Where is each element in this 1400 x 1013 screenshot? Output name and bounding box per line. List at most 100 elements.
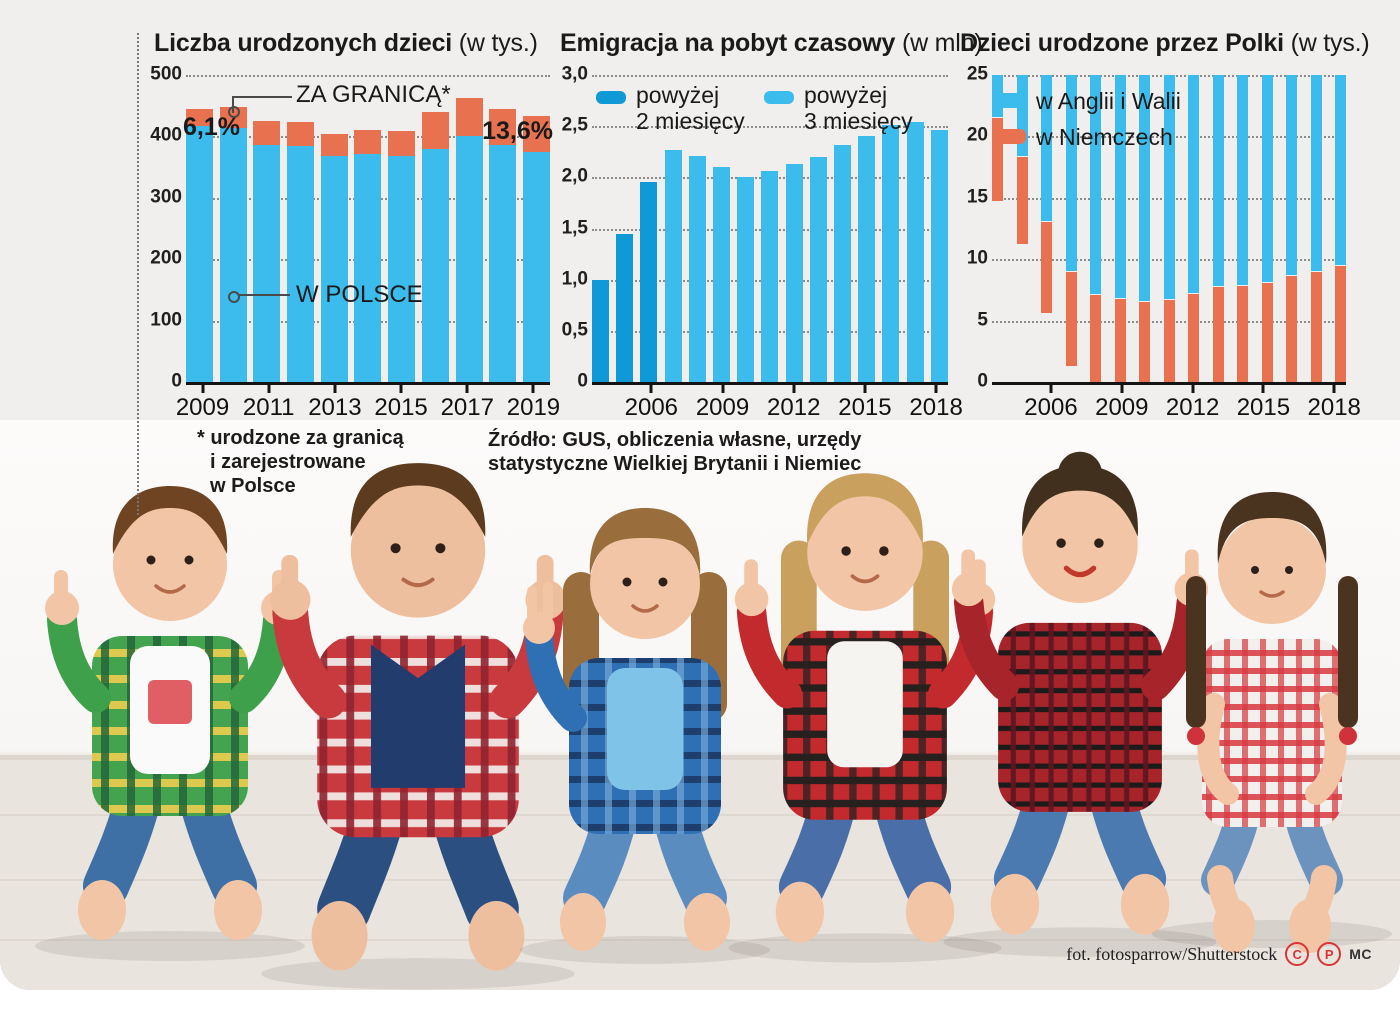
y-tick-label: 25 <box>966 63 988 85</box>
y-tick-label: 400 <box>150 124 182 146</box>
bar-england-2008 <box>1090 75 1101 295</box>
x-tick-label-2009: 2009 <box>695 394 750 421</box>
bar-2015 <box>1261 75 1273 382</box>
series-label-poland: W POLSCE <box>296 281 423 308</box>
segment-abroad-2019 <box>522 115 550 152</box>
x-tick-2013 <box>333 385 337 393</box>
bar-2019 <box>522 115 550 382</box>
leader-line-abroad <box>232 96 292 113</box>
bar-2007 <box>1065 75 1077 382</box>
footnote-line: w Polsce <box>210 475 296 497</box>
bar-2015 <box>858 136 876 382</box>
bar-2009 <box>186 109 213 382</box>
children-photo-illustration <box>0 451 1400 990</box>
bar-2010 <box>219 106 247 382</box>
bar-2011 <box>761 171 779 382</box>
y-tick-label: 1,0 <box>561 268 588 290</box>
source-note: Źródło: GUS, obliczenia własne, urzędy s… <box>488 428 861 476</box>
bar-england-2015 <box>1261 75 1273 283</box>
bar-england-2016 <box>1286 75 1297 276</box>
bar-2008 <box>688 155 706 382</box>
bars-container <box>592 75 948 382</box>
series-label-abroad: ZA GRANICĄ* <box>296 81 451 108</box>
x-tick-label-2009: 2009 <box>1095 394 1149 421</box>
chart-births-xaxis: 2009 2011 2013 2015 2017 2019 <box>176 385 560 425</box>
bar-germany-2014 <box>1237 285 1248 382</box>
bar-germany-2018 <box>1335 265 1346 382</box>
bar-2012 <box>287 122 315 382</box>
bar-2009 <box>713 167 731 382</box>
bar-germany-2012 <box>1188 294 1199 382</box>
child-figure-boy-green-plaid <box>35 486 305 961</box>
y-tick-label: 3,0 <box>561 63 588 85</box>
segment-abroad-2009 <box>186 109 213 126</box>
y-tick-label: 15 <box>966 186 988 208</box>
chart-births-total: Liczba urodzonych dzieci (w tys.) 6,1% 1… <box>150 26 560 425</box>
segment-poland-2016 <box>421 149 449 382</box>
bar-england-2006 <box>1041 75 1052 222</box>
bar-2015 <box>388 130 416 382</box>
bar-england-2017 <box>1310 75 1322 271</box>
bar-2017 <box>455 97 483 382</box>
leader-marker-poland <box>228 291 240 303</box>
children-photo: fot. fotosparrow/Shutterstock C P MC <box>0 420 1400 990</box>
bar-2013 <box>320 133 348 382</box>
segment-poland-2010 <box>219 128 247 382</box>
footnote-line: i zarejestrowane <box>210 451 366 473</box>
x-tick-label-2009: 2009 <box>175 394 230 421</box>
y-tick-label: 100 <box>150 309 182 331</box>
legend-item-over-2-months: powyżej 2 miesięcy <box>596 82 745 135</box>
y-tick-label: 0 <box>977 370 988 392</box>
bar-england-2010 <box>1139 75 1150 302</box>
legend-swatch-orange-icon <box>992 129 1026 144</box>
bar-2017 <box>906 122 924 382</box>
segment-poland-2018 <box>489 145 517 382</box>
segment-abroad-2014 <box>354 129 382 154</box>
legend-label: w Anglii i Walii <box>1036 88 1181 114</box>
y-tick-label: 500 <box>150 63 182 85</box>
chart-title-text: Liczba urodzonych dzieci <box>154 29 453 57</box>
y-tick-label: 2,5 <box>561 114 588 136</box>
x-tick-2011 <box>267 385 271 393</box>
bar-england-2014 <box>1237 75 1248 285</box>
bar-2018 <box>489 108 517 382</box>
footnote-line: * urodzone za granicą <box>197 427 404 449</box>
gridline-3,0 <box>592 75 948 77</box>
x-tick-2015 <box>1261 385 1265 393</box>
x-tick-2015 <box>863 385 867 393</box>
x-tick-2018 <box>1332 385 1336 393</box>
x-tick-label-2011: 2011 <box>242 394 295 421</box>
legend-label: powyżej 3 miesięcy <box>804 82 913 134</box>
x-tick-2019 <box>531 385 535 393</box>
x-tick-2009 <box>721 385 725 393</box>
y-tick-label: 0 <box>577 370 588 392</box>
chart-births-plot: 6,1% 13,6% ZA GRANICĄ* W POLSCE 500 400 30… <box>150 64 553 392</box>
bar-germany-2007 <box>1065 272 1077 366</box>
segment-abroad-2016 <box>421 111 449 150</box>
bars-container <box>992 75 1346 382</box>
chart-emigration-xaxis: 2006 2009 2012 2015 2018 <box>592 385 963 425</box>
bar-2009 <box>1114 75 1126 382</box>
bar-germany-2010 <box>1139 302 1150 382</box>
segment-poland-2019 <box>522 151 550 382</box>
photo-credit: fot. fotosparrow/Shutterstock C P MC <box>1066 942 1372 966</box>
y-tick-label: 10 <box>966 247 988 269</box>
bar-2007 <box>664 149 682 382</box>
bar-england-2005 <box>1016 75 1028 157</box>
x-tick-label-2012: 2012 <box>1165 394 1220 421</box>
chart-births-abroad-xaxis: 2006 2009 2012 2015 2018 <box>992 385 1361 425</box>
source-line: statystyczne Wielkiej Brytanii i Niemiec <box>488 453 862 475</box>
segment-poland-2014 <box>354 153 382 382</box>
source-line: Źródło: GUS, obliczenia własne, urzędy <box>488 429 862 451</box>
legend-swatch-light-blue-icon <box>764 91 794 104</box>
y-tick-label: 2,0 <box>561 165 588 187</box>
segment-abroad-2012 <box>287 122 315 147</box>
bar-germany-2005 <box>1016 157 1028 245</box>
legend-label: powyżej 2 miesięcy <box>636 82 745 134</box>
bar-germany-2015 <box>1261 283 1273 382</box>
legend-label: w Niemczech <box>1036 124 1173 150</box>
x-tick-2017 <box>465 385 469 393</box>
y-tick-label: 0 <box>171 370 182 392</box>
annotation-share-2009: 6,1% <box>183 113 240 141</box>
bar-2017 <box>1310 75 1322 382</box>
